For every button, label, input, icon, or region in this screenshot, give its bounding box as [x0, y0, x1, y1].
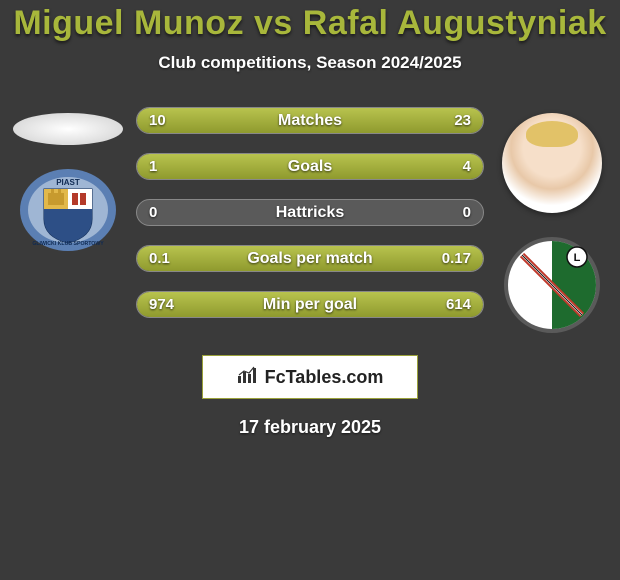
stat-bar-fill-left	[137, 292, 348, 317]
left-player-column: PIAST GLIWICKI KLUB SPORTOWY	[8, 107, 128, 253]
stat-value-left: 0	[149, 200, 157, 225]
watermark: FcTables.com	[202, 355, 418, 399]
stat-bar-fill-right	[241, 108, 483, 133]
stat-bar-fill-left	[137, 154, 206, 179]
stat-value-right: 0	[463, 200, 471, 225]
stat-bar: 14Goals	[136, 153, 484, 180]
stat-label: Hattricks	[137, 200, 483, 225]
player-left-avatar	[13, 113, 123, 145]
page-subtitle: Club competitions, Season 2024/2025	[0, 53, 620, 73]
watermark-text: FcTables.com	[265, 367, 384, 388]
svg-text:GLIWICKI KLUB SPORTOWY: GLIWICKI KLUB SPORTOWY	[32, 241, 104, 247]
stat-bar: 0.10.17Goals per match	[136, 245, 484, 272]
stat-bars: 1023Matches 14Goals 0 0Hattricks 0.10.17Goal…	[128, 107, 492, 318]
stat-bar: 0 0Hattricks	[136, 199, 484, 226]
stat-bar: 1023Matches	[136, 107, 484, 134]
svg-text:PIAST: PIAST	[56, 178, 80, 187]
stat-bar-fill-right	[348, 292, 483, 317]
page-title: Miguel Munoz vs Rafal Augustyniak	[0, 4, 620, 43]
right-player-column: L	[492, 107, 612, 335]
player-right-club-crest: L	[502, 235, 602, 335]
player-left-club-crest: PIAST GLIWICKI KLUB SPORTOWY	[18, 167, 118, 253]
stat-bar-fill-right	[265, 246, 483, 271]
stat-bar-fill-left	[137, 246, 265, 271]
svg-text:L: L	[574, 252, 581, 264]
watermark-chart-icon	[237, 366, 259, 389]
comparison-section: PIAST GLIWICKI KLUB SPORTOWY 1023Matches…	[0, 107, 620, 335]
stat-bar-fill-left	[137, 108, 241, 133]
stat-bar: 974614Min per goal	[136, 291, 484, 318]
player-right-avatar	[502, 113, 602, 213]
stat-bar-fill-right	[206, 154, 483, 179]
date-text: 17 february 2025	[0, 417, 620, 438]
